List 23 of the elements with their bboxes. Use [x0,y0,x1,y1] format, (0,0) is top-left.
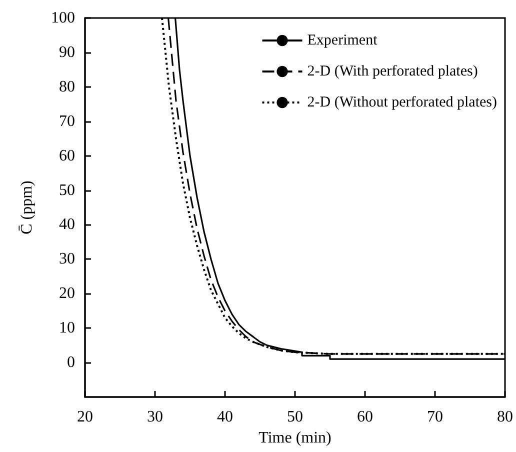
y-tick-label: 50 [59,182,75,199]
x-tick-label: 80 [497,408,513,426]
y-axis-title: C̄ (ppm) [18,180,36,234]
y-tick-label: 70 [59,112,75,130]
legend-label: Experiment [307,32,378,48]
x-tick-label: 20 [77,408,93,426]
y-tick-label: 60 [59,147,75,164]
x-tick-label: 70 [427,408,443,426]
y-tick-label: 40 [59,216,75,234]
y-tick-label: 80 [59,78,75,96]
y-tick-label: 100 [51,10,75,26]
y-tick-label: 0 [67,354,75,372]
y-tick-label: 10 [59,320,75,337]
x-tick-label: 60 [357,408,373,426]
y-tick-label: 20 [59,285,75,302]
legend-label: 2-D (With perforated plates) [307,64,478,80]
x-axis-title: Time (min) [258,429,332,446]
y-tick-label: 90 [59,44,75,61]
x-tick-label: 40 [217,408,233,426]
legend-label: 2-D (Without perforated plates) [307,94,498,110]
y-tick-label: 30 [59,250,75,268]
x-tick-label: 30 [147,408,163,426]
x-tick-label: 50 [287,408,303,426]
